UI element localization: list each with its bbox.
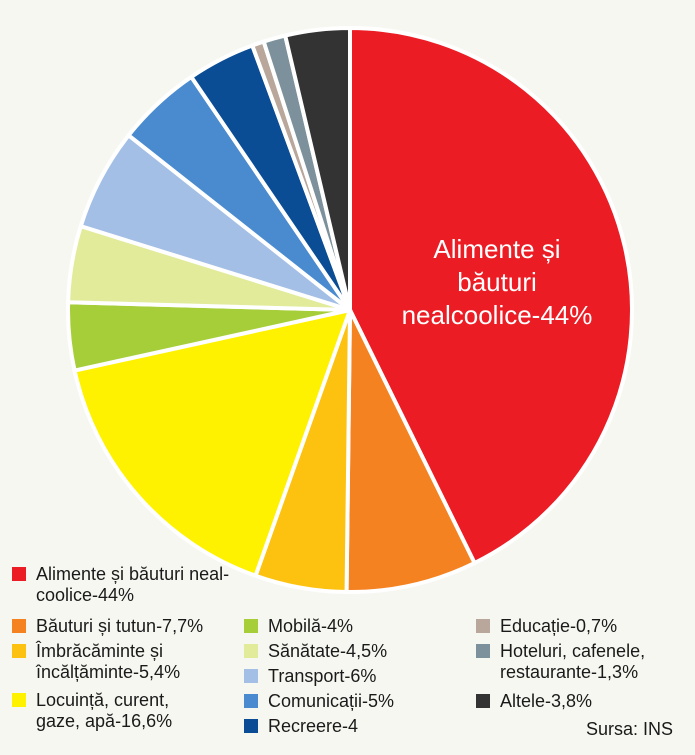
legend-item: Alimente și băuturi neal-coolice-44% xyxy=(12,564,229,606)
pie-slice-2 xyxy=(344,308,477,594)
legend-swatch xyxy=(244,619,258,633)
legend-label: Transport-6% xyxy=(268,666,377,686)
pie-slice-12 xyxy=(283,26,352,312)
legend-label: Altele-3,8% xyxy=(500,691,593,711)
legend-label: Comunicații-5% xyxy=(268,691,395,711)
legend-label: coolice-44% xyxy=(36,585,135,605)
legend-item: Educație-0,7% xyxy=(476,616,617,637)
legend-swatch xyxy=(12,619,26,633)
legend-swatch xyxy=(12,644,26,658)
legend-label: restaurante-1,3% xyxy=(500,662,639,682)
legend-label: încălțăminte-5,4% xyxy=(36,662,181,682)
legend-label: Hoteluri, cafenele, xyxy=(500,641,646,661)
legend-swatch xyxy=(244,669,258,683)
legend-label: Recreere-4 xyxy=(268,716,359,736)
legend-swatch xyxy=(12,693,26,707)
legend-swatch xyxy=(244,644,258,658)
legend-item: Îmbrăcăminte și încălțăminte-5,4% xyxy=(12,641,180,683)
legend-item: Comunicații-5% xyxy=(244,691,394,712)
slice-label-alimente: Alimente și băuturi nealcoolice-44% xyxy=(402,234,593,330)
legend-swatch xyxy=(244,694,258,708)
legend-item: Locuință, curent, gaze, apă-16,6% xyxy=(12,690,172,732)
legend-item: Hoteluri, cafenele, restaurante-1,3% xyxy=(476,641,645,683)
legend-label: Locuință, curent, xyxy=(36,690,170,710)
legend-swatch xyxy=(476,619,490,633)
pie-slice-4 xyxy=(72,308,352,578)
legend-label: Băuturi și tutun-7,7% xyxy=(36,616,204,636)
legend-label: Alimente și băuturi neal- xyxy=(36,564,230,584)
legend-label: gaze, apă-16,6% xyxy=(36,711,173,731)
legend-swatch xyxy=(476,644,490,658)
legend-label: Mobilă-4% xyxy=(268,616,354,636)
legend-item: Băuturi și tutun-7,7% xyxy=(12,616,203,637)
legend-item: Altele-3,8% xyxy=(476,691,592,712)
legend-item: Recreere-4 xyxy=(244,716,358,737)
legend-item: Mobilă-4% xyxy=(244,616,353,637)
pie-slice-1 xyxy=(348,26,634,565)
legend-label: Educație-0,7% xyxy=(500,616,618,636)
legend-label: Îmbrăcăminte și xyxy=(36,641,164,661)
legend-swatch xyxy=(244,719,258,733)
legend-item: Sănătate-4,5% xyxy=(244,641,387,662)
legend-item: Transport-6% xyxy=(244,666,376,687)
legend-swatch xyxy=(12,567,26,581)
legend-label: Sănătate-4,5% xyxy=(268,641,388,661)
source-note: Sursa: INS xyxy=(585,719,673,739)
legend-swatch xyxy=(476,694,490,708)
